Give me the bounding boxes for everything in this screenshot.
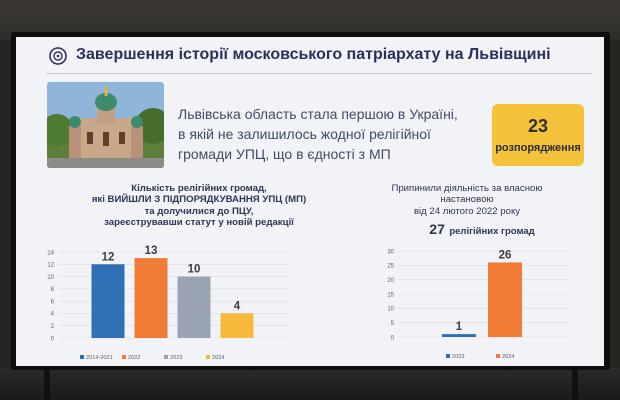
bar-value-label: 12: [102, 251, 115, 263]
floor-background: [0, 368, 620, 400]
chart-communities-transferred: 0 2 4 6 8 10 12 14 12 13 10 4 2014-2021 2022 2023 2024: [47, 245, 288, 361]
bar: [177, 276, 211, 338]
bar-value-label: 1: [456, 321, 463, 333]
chart1-title: Кількість релігійних громад, які ВИЙШЛИ …: [74, 183, 324, 229]
slide-title: Завершення історії московського патріарх…: [76, 46, 551, 63]
church-photo: [47, 82, 164, 168]
y-tick-label: 8: [51, 287, 55, 293]
chart1-title-line: та долучилися до ПЦУ,: [144, 205, 254, 217]
bar: [91, 264, 125, 338]
y-tick-label: 0: [51, 336, 55, 342]
legend-swatch: [496, 354, 500, 358]
chart2-total-number: 27: [429, 221, 445, 237]
chart2-title-line: настановою: [440, 194, 494, 206]
legend-swatch: [80, 355, 84, 359]
chart2-title: Припинили діяльність за власною настанов…: [372, 183, 562, 217]
emblem-icon: [49, 47, 67, 65]
y-tick-label: 30: [387, 249, 394, 255]
legend-swatch: [164, 355, 168, 359]
y-tick-label: 20: [387, 278, 394, 284]
y-tick-label: 10: [47, 275, 54, 281]
y-tick-label: 0: [391, 335, 395, 341]
chart2-total-label: релігійних громад: [449, 226, 535, 237]
y-tick-label: 25: [387, 264, 394, 270]
bar-value-label: 4: [234, 300, 241, 312]
bar: [442, 334, 476, 337]
chart1-title-line: які ВИЙШЛИ З ПІДПОРЯДКУВАННЯ УПЦ (МП): [91, 194, 307, 206]
bar-value-label: 13: [145, 245, 158, 257]
legend-label: 2024: [502, 354, 514, 360]
bar: [220, 313, 254, 338]
bar: [134, 258, 168, 338]
y-tick-label: 15: [387, 292, 394, 298]
chart2-total: 27 релігійних громад: [412, 221, 552, 239]
legend-swatch: [122, 355, 126, 359]
title-divider: [46, 73, 592, 74]
y-tick-label: 10: [387, 307, 394, 313]
chart2-title-line: від 24 лютого 2022 року: [413, 205, 521, 217]
y-tick-label: 5: [391, 321, 395, 327]
orders-count-badge: 23 розпорядження: [492, 104, 584, 166]
legend-label: 2023: [170, 355, 182, 361]
screen-stand-leg: [44, 369, 50, 400]
y-tick-label: 4: [51, 312, 55, 318]
presentation-slide: Завершення історії московського патріарх…: [16, 37, 604, 366]
chart2-title-line: Припинили діяльність за власною: [391, 183, 543, 194]
bar-value-label: 26: [499, 249, 512, 261]
badge-number: 23: [527, 116, 549, 136]
statement-line: громади УПЦ, що в єдності з МП: [178, 146, 391, 162]
y-tick-label: 12: [47, 263, 54, 269]
badge-label: розпорядження: [495, 142, 581, 154]
legend-label: 2024: [212, 355, 224, 361]
legend-label: 2022: [128, 355, 140, 361]
statement-line: Львівська область стала першою в Україні…: [178, 106, 458, 122]
screen-stand-leg: [572, 369, 578, 400]
bar: [488, 262, 522, 337]
legend-swatch: [446, 354, 450, 358]
legend-swatch: [206, 355, 210, 359]
y-tick-label: 14: [47, 250, 54, 256]
statement-line: в якій не залишилось жодної релігійної: [178, 126, 431, 142]
statement-text: Львівська область стала першою в Україні…: [178, 104, 488, 164]
y-tick-label: 2: [51, 324, 55, 330]
legend-label: 2023: [452, 354, 464, 360]
y-tick-label: 6: [51, 299, 55, 305]
bar-value-label: 10: [188, 264, 201, 276]
chart1-title-line: Кількість релігійних громад,: [131, 183, 267, 194]
chart-communities-ceased: 0 5 10 15 20 25 30 1 26 2023 2024: [387, 249, 568, 360]
chart1-title-line: зареєструвавши статут у новій редакції: [104, 217, 294, 229]
legend-label: 2014-2021: [86, 355, 113, 361]
